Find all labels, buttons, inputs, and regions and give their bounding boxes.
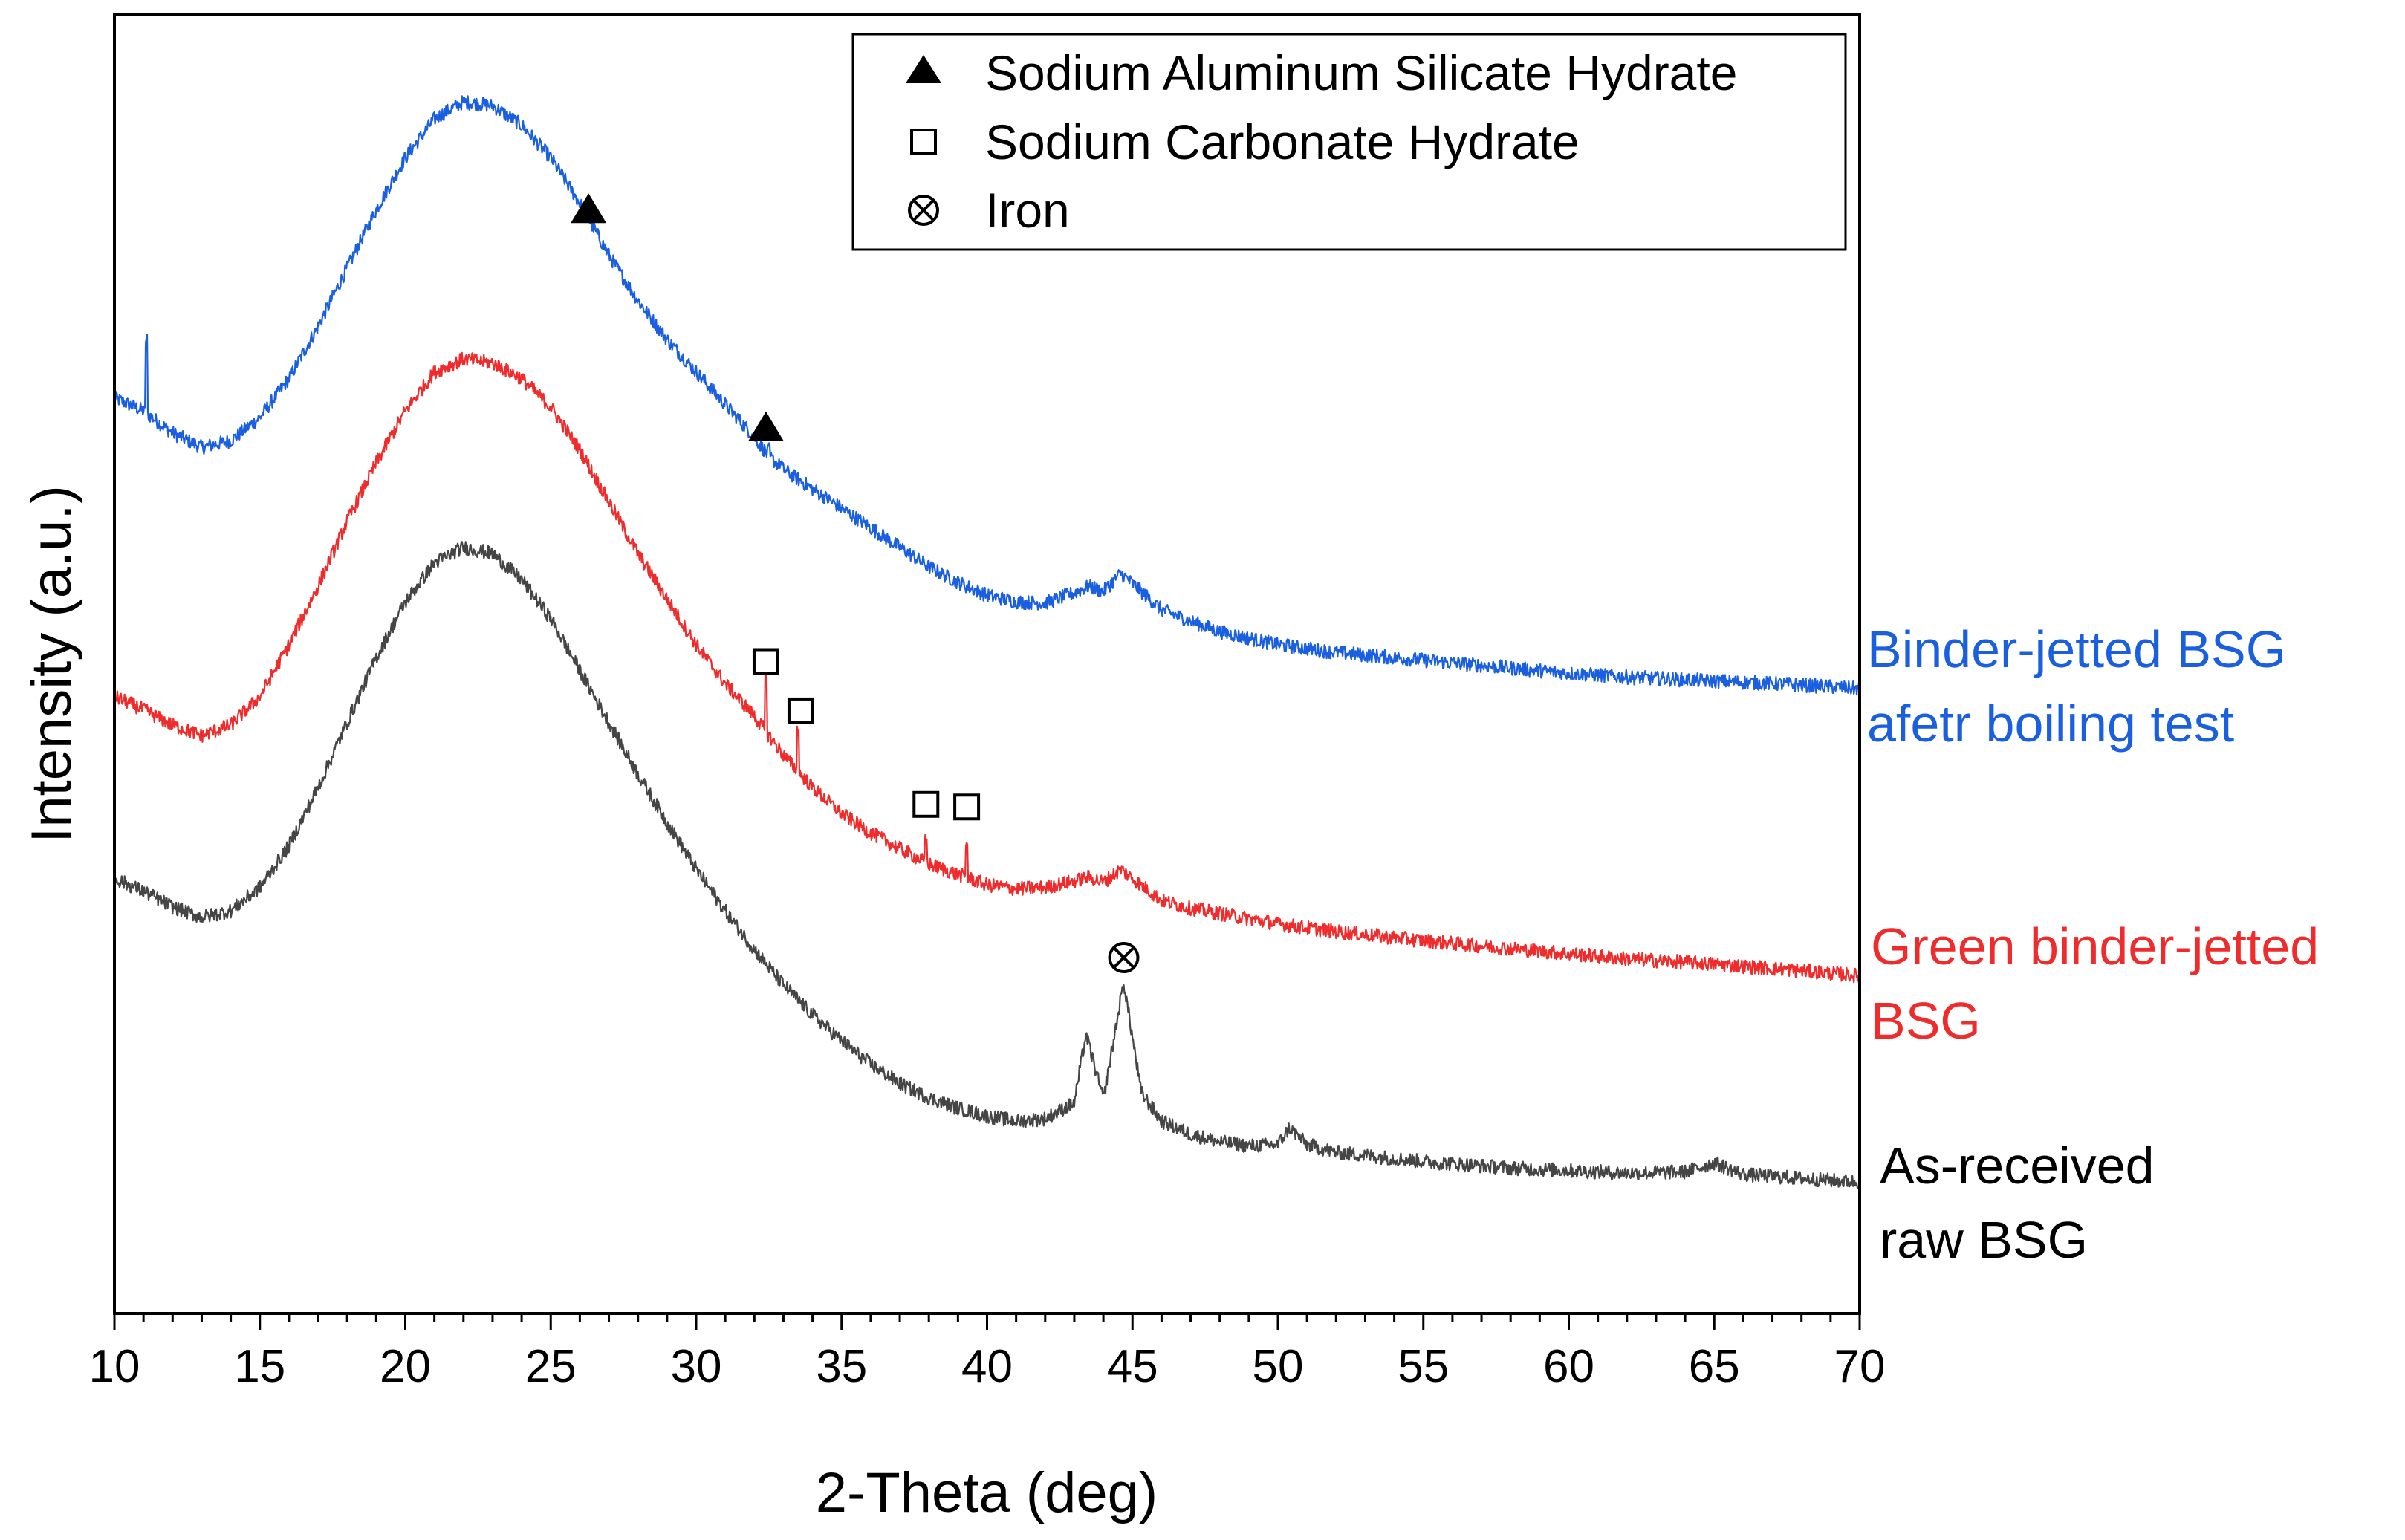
x-tick-label: 20: [380, 1341, 431, 1392]
legend: Sodium Aluminum Silicate Hydrate Sodium …: [851, 33, 1847, 251]
x-tick-label: 40: [961, 1341, 1013, 1392]
legend-label-silicate: Sodium Aluminum Silicate Hydrate: [985, 45, 1737, 100]
x-tick-label: 10: [89, 1341, 140, 1392]
legend-square-icon: [910, 129, 937, 155]
series-line-0: [113, 95, 1860, 696]
x-tick-label: 25: [525, 1341, 577, 1392]
x-tick-label: 35: [816, 1341, 867, 1392]
label-binder-jetted-line1: Binder-jetted BSG: [1867, 620, 2286, 678]
x-tick-label: 15: [234, 1341, 285, 1392]
annotation-triangle-icon: [571, 193, 607, 224]
legend-triangle-icon: [906, 55, 941, 83]
legend-label-iron: Iron: [985, 183, 1070, 238]
annotation-square-icon: [912, 790, 940, 818]
y-axis-title: Intensity (a.u.): [20, 485, 83, 843]
annotation-square-icon: [752, 648, 779, 675]
x-tick-label: 50: [1253, 1341, 1304, 1392]
x-tick-label: 70: [1834, 1341, 1886, 1392]
annotation-triangle-icon: [747, 411, 784, 441]
label-raw-line2: raw BSG: [1880, 1211, 2088, 1269]
series-labels: Binder-jetted BSG afetr boiling test Gre…: [1867, 620, 2319, 1269]
x-tick-label: 55: [1398, 1341, 1449, 1392]
annotation-square-icon: [953, 793, 981, 821]
annotation-layer: [571, 193, 1140, 974]
x-tick-label: 65: [1689, 1341, 1740, 1392]
annotation-circled-x-icon: [1108, 942, 1140, 974]
series-line-2: [113, 541, 1860, 1189]
x-tick-label: 45: [1107, 1341, 1158, 1392]
legend-box: [851, 33, 1847, 251]
label-binder-jetted-line2: afetr boiling test: [1867, 695, 2234, 753]
label-green-line1: Green binder-jetted: [1871, 917, 2319, 975]
x-tick-label: 60: [1543, 1341, 1594, 1392]
annotation-square-icon: [787, 697, 814, 724]
series-line-1: [114, 351, 1861, 984]
label-raw-line1: As-received: [1880, 1137, 2155, 1195]
label-green-line2: BSG: [1871, 992, 1981, 1050]
series-layer: [113, 95, 1861, 1189]
x-tick-label: 30: [671, 1341, 722, 1392]
legend-label-carbonate: Sodium Carbonate Hydrate: [985, 114, 1580, 169]
legend-circled-x-icon: [908, 195, 939, 226]
x-axis-ticks: 10 15 20 25 30 35 40 45 50 55 60 65 70: [89, 1313, 1886, 1392]
x-axis-title: 2-Theta (deg): [816, 1461, 1158, 1524]
